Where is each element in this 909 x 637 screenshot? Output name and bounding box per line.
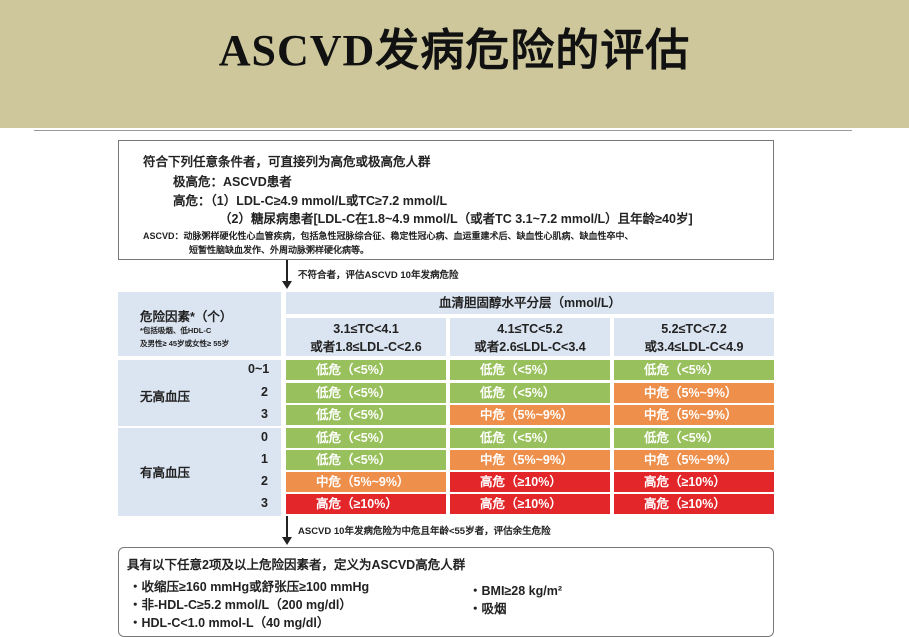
risk-cell: 中危（5%~9%）: [286, 472, 446, 492]
col2-header: 4.1≤TC<5.2 或者2.6≤LDL-C<3.4: [450, 318, 610, 356]
risk-factor-count: 0: [261, 430, 268, 444]
col1-header-a: 3.1≤TC<4.1: [333, 322, 399, 336]
risk-factor-count: 3: [261, 407, 268, 421]
slide-title: ASCVD发病危险的评估: [218, 26, 691, 75]
factor-left-2: ・非-HDL-C≥5.2 mmol/L（200 mg/dl）: [129, 598, 352, 612]
arrow-down-2: [286, 516, 288, 538]
factor-left-3: ・HDL-C<1.0 mmol-L（40 mg/dl）: [129, 616, 330, 630]
arrowhead-2: [282, 537, 292, 545]
risk-cell: 高危（≥10%）: [614, 472, 774, 492]
risk-cell: 高危（≥10%）: [286, 494, 446, 514]
risk-cell: 高危（≥10%）: [614, 494, 774, 514]
risk-cell: 低危（<5%）: [614, 428, 774, 448]
title-bar: [0, 0, 909, 128]
high-risk-1: 高危：（1）LDL-C≥4.9 mmol/L或TC≥7.2 mmol/L: [173, 194, 448, 208]
risk-cell: 低危（<5%）: [286, 360, 446, 380]
criteria-heading: 符合下列任意条件者，可直接列为高危或极高危人群: [143, 155, 431, 169]
factor-right-2: ・吸烟: [469, 602, 507, 616]
risk-factor-header: 危险因素*（个）: [140, 310, 233, 324]
col3-header-b: 或3.4≤LDL-C<4.9: [644, 340, 744, 354]
high-risk-factors-box: 具有以下任意2项及以上危险因素者，定义为ASCVD高危人群 ・收缩压≥160 m…: [118, 547, 774, 637]
factor-right-1: ・BMI≥28 kg/m²: [469, 584, 562, 598]
risk-cell: 低危（<5%）: [450, 360, 610, 380]
risk-cell: 低危（<5%）: [286, 450, 446, 470]
risk-cell: 低危（<5%）: [286, 383, 446, 403]
risk-factor-note-1: *包括吸烟、低HDL-C: [140, 326, 212, 335]
risk-factor-note-2: 及男性≥ 45岁或女性≥ 55岁: [140, 339, 230, 348]
risk-cell: 高危（≥10%）: [450, 472, 610, 492]
col2-header-a: 4.1≤TC<5.2: [497, 322, 563, 336]
col1-header: 3.1≤TC<4.1 或者1.8≤LDL-C<2.6: [286, 318, 446, 356]
factor-left-1: ・收缩压≥160 mmHg或舒张压≥100 mmHg: [129, 580, 370, 594]
factors-heading: 具有以下任意2项及以上危险因素者，定义为ASCVD高危人群: [127, 558, 466, 572]
group-hypertension: 有高血压: [140, 466, 191, 480]
risk-cell: 中危（5%~9%）: [614, 383, 774, 403]
risk-factor-count: 2: [261, 474, 268, 488]
risk-factor-count: 1: [261, 452, 268, 466]
risk-cell: 低危（<5%）: [450, 383, 610, 403]
col2-header-b: 或者2.6≤LDL-C<3.4: [474, 340, 586, 354]
risk-cell: 高危（≥10%）: [450, 494, 610, 514]
risk-cell: 中危（5%~9%）: [450, 450, 610, 470]
ascvd-definition-2: 短暂性脑缺血发作、外周动脉粥样硬化病等。: [189, 245, 370, 255]
ascvd-definition-1: ASCVD：动脉粥样硬化性心血管疾病，包括急性冠脉综合征、稳定性冠心病、血运重建…: [143, 231, 634, 241]
arrow-down-1: [286, 260, 288, 282]
risk-cell: 低危（<5%）: [450, 428, 610, 448]
col3-header-a: 5.2≤TC<7.2: [661, 322, 727, 336]
cholesterol-header: 血清胆固醇水平分层（mmol/L）: [286, 292, 774, 314]
high-risk-2: （2）糖尿病患者[LDL-C在1.8~4.9 mmol/L（或者TC 3.1~7…: [219, 212, 693, 226]
very-high-risk: 极高危：ASCVD患者: [173, 175, 292, 189]
risk-factor-header-cell: [118, 292, 281, 356]
arrowhead-1: [282, 281, 292, 289]
risk-factor-count: 2: [261, 385, 268, 399]
direct-criteria-box: 符合下列任意条件者，可直接列为高危或极高危人群 极高危：ASCVD患者 高危：（…: [118, 140, 774, 260]
risk-cell: 低危（<5%）: [286, 428, 446, 448]
group-no-hypertension-cell: [118, 360, 281, 426]
risk-cell: 中危（5%~9%）: [614, 405, 774, 425]
risk-cell: 低危（<5%）: [614, 360, 774, 380]
risk-factor-count: 3: [261, 496, 268, 510]
arrow2-note: ASCVD 10年发病危险为中危且年龄<55岁者，评估余生危险: [298, 526, 551, 537]
risk-cell: 中危（5%~9%）: [614, 450, 774, 470]
col1-header-b: 或者1.8≤LDL-C<2.6: [310, 340, 422, 354]
group-hypertension-cell: [118, 428, 281, 516]
risk-cell: 低危（<5%）: [286, 405, 446, 425]
group-no-hypertension: 无高血压: [140, 390, 191, 404]
risk-cell: 中危（5%~9%）: [450, 405, 610, 425]
col3-header: 5.2≤TC<7.2 或3.4≤LDL-C<4.9: [614, 318, 774, 356]
divider: [34, 130, 852, 131]
risk-factor-count: 0~1: [248, 362, 270, 376]
arrow1-note: 不符合者，评估ASCVD 10年发病危险: [298, 270, 459, 281]
